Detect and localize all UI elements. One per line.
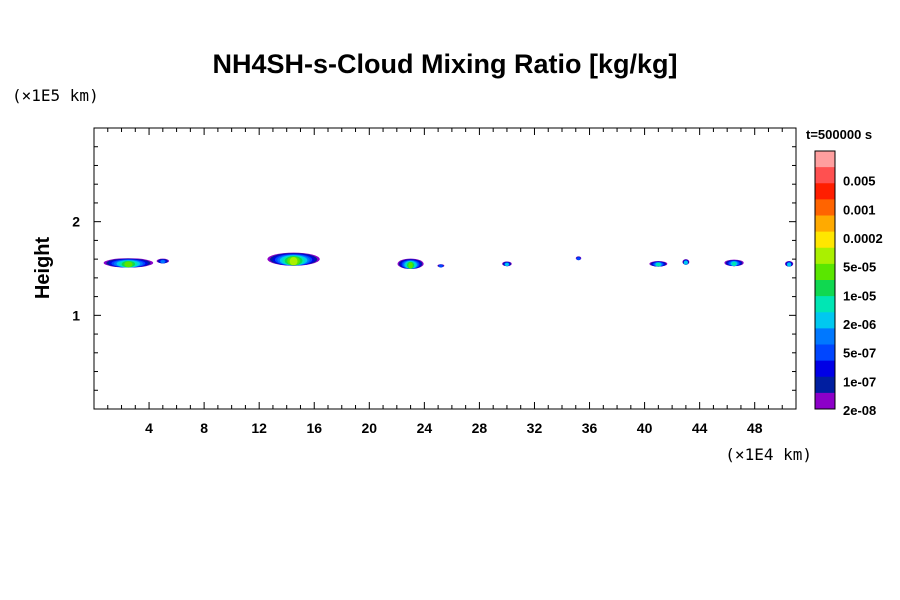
x-tick-label: 12 — [251, 420, 267, 436]
cloud-contour — [504, 262, 509, 267]
x-tick-label: 36 — [582, 420, 598, 436]
y-tick-label: 2 — [72, 214, 80, 230]
colorbar-label: 0.0002 — [843, 231, 883, 246]
cloud-patch — [437, 264, 445, 268]
colorbar-swatch — [815, 215, 835, 233]
x-axis: 4 8 12 16 20 24 28 32 36 40 44 48 — [107, 128, 783, 436]
x-tick-label: 16 — [306, 420, 322, 436]
cloud-contour — [656, 262, 661, 267]
colorbar-label: 0.005 — [843, 174, 876, 189]
colorbar-swatch — [815, 376, 835, 394]
colorbar-label: 1e-07 — [843, 374, 876, 389]
cloud-patch — [267, 252, 320, 266]
x-tick-label: 32 — [527, 420, 543, 436]
colorbar-swatch — [815, 263, 835, 281]
cloud-contour — [576, 257, 581, 261]
chart-title: NH4SH-s-Cloud Mixing Ratio [kg/kg] — [213, 49, 678, 79]
cloud-patch — [156, 258, 170, 264]
colorbar-swatch — [815, 183, 835, 200]
colorbar-swatch — [815, 392, 835, 410]
x-tick-label: 20 — [362, 420, 378, 436]
y-tick-label: 1 — [72, 307, 80, 323]
colorbar-swatch — [815, 167, 835, 184]
x-tick-label: 8 — [200, 420, 208, 436]
x-unit-label: (×1E4 km) — [725, 445, 812, 464]
x-tick-label: 4 — [145, 420, 153, 436]
colorbar-label: 0.001 — [843, 202, 876, 217]
cloud-patch — [649, 261, 668, 267]
colorbar-swatch — [815, 360, 835, 378]
colorbar-swatch — [815, 199, 835, 216]
cloud-patch — [575, 256, 582, 261]
cloud-patch — [502, 261, 512, 267]
cloud-contour — [787, 262, 792, 267]
colorbar-frame — [814, 150, 836, 410]
y-axis: 12 — [72, 146, 796, 391]
cloud-field — [103, 252, 794, 269]
cloud-patch — [103, 258, 154, 268]
x-tick-label: 48 — [747, 420, 763, 436]
cloud-patch — [724, 259, 744, 267]
colorbar-swatch — [815, 151, 835, 168]
x-tick-label: 44 — [692, 420, 708, 436]
time-label: t=500000 s — [806, 127, 872, 142]
cloud-patch — [397, 258, 424, 269]
colorbar-swatch — [815, 312, 835, 329]
cloud-contour — [683, 260, 688, 265]
colorbar-label: 5e-05 — [843, 260, 876, 275]
colorbar: 0.005 0.001 0.0002 5e-05 1e-05 2e-06 5e-07 1e-0… — [814, 150, 883, 418]
colorbar-swatch — [815, 328, 835, 345]
colorbar-swatch — [815, 231, 835, 249]
x-tick-label: 28 — [472, 420, 488, 436]
cloud-contour — [124, 261, 133, 268]
cloud-contour — [408, 262, 413, 269]
x-tick-label: 40 — [637, 420, 653, 436]
colorbar-swatch — [815, 247, 835, 265]
colorbar-label: 2e-08 — [843, 403, 876, 418]
colorbar-label: 5e-07 — [843, 346, 876, 361]
cloud-patch — [682, 259, 690, 265]
plot-frame — [93, 127, 797, 410]
cloud-patch — [784, 261, 794, 267]
y-unit-label: (×1E5 km) — [12, 86, 99, 105]
y-axis-label: Height — [32, 237, 54, 300]
colorbar-label: 1e-05 — [843, 288, 876, 303]
colorbar-swatch — [815, 280, 835, 297]
colorbar-swatch — [815, 296, 835, 313]
cloud-contour — [732, 261, 737, 266]
x-tick-label: 24 — [417, 420, 433, 436]
cloud-contour — [438, 264, 443, 268]
colorbar-label: 2e-06 — [843, 317, 876, 332]
cloud-contour — [160, 260, 165, 264]
cloud-contour — [289, 257, 298, 266]
colorbar-swatch — [815, 344, 835, 362]
